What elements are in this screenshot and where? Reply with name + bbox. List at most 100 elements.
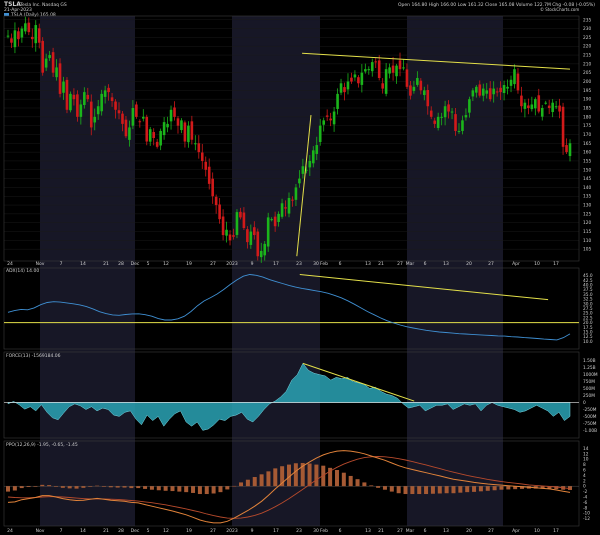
ppo-histogram-bar <box>252 477 257 487</box>
x-tick-label: 9 <box>251 528 254 534</box>
ppo-histogram-bar <box>259 474 264 487</box>
panel-frames <box>3 15 580 527</box>
candle-body <box>273 216 277 227</box>
candle-body <box>534 99 537 109</box>
price-y-tick: 210 <box>583 61 591 67</box>
candle-body <box>502 85 506 94</box>
x-tick-label: 21 <box>378 528 384 534</box>
ppo-histogram-bar <box>307 463 312 487</box>
candle-body <box>374 61 378 63</box>
ppo-histogram-bar <box>417 486 422 495</box>
x-tick-label: 27 <box>210 261 216 267</box>
month-band <box>232 16 320 526</box>
ppo-y-tick: -2 <box>583 489 588 495</box>
candle-body <box>506 86 509 89</box>
candle-body <box>17 31 20 40</box>
x-tick-label: 17 <box>273 528 279 534</box>
candle-body <box>128 127 131 140</box>
candle-body <box>58 63 62 94</box>
ppo-histogram-bar <box>170 486 175 492</box>
ppo-histogram-bar <box>26 486 31 488</box>
price-y-tick: 180 <box>583 114 591 120</box>
x-tick-label: 10 <box>534 261 540 267</box>
ppo-histogram-bar <box>122 486 127 488</box>
price-y-tick: 155 <box>583 158 591 164</box>
ppo-histogram-bar <box>403 486 408 495</box>
ppo-histogram-bar <box>19 486 24 489</box>
ppo-histogram-bar <box>328 467 333 487</box>
candle-body <box>530 104 534 110</box>
ppo-histogram-bar <box>129 486 134 489</box>
force-y-tick: 1000M <box>583 372 598 378</box>
force-trendline <box>302 362 415 402</box>
candle-body <box>207 166 211 184</box>
price-y-tick: 120 <box>583 220 591 226</box>
x-tick-label: 13 <box>443 528 449 534</box>
candle-body <box>346 81 350 90</box>
x-tick-label: 12 <box>163 261 169 267</box>
x-tick-label: 5 <box>147 261 150 267</box>
adx-label: ADX(14) 14.00 <box>6 268 39 274</box>
candle-body <box>419 80 423 91</box>
x-tick-label: 6 <box>424 261 427 267</box>
candle-body <box>107 87 110 93</box>
candle-body <box>93 116 97 123</box>
candle-body <box>239 211 242 218</box>
candle-body <box>89 101 93 128</box>
candle-body <box>329 118 332 121</box>
adx-y-tick: 12.5 <box>583 334 593 340</box>
x-tick-label: 14 <box>80 261 86 267</box>
candle-body <box>370 62 374 72</box>
ppo-histogram-bar <box>6 486 10 492</box>
ppo-histogram-bar <box>156 486 161 491</box>
candle-body <box>218 204 221 220</box>
force-index-panel: 1.50B1.25B1000M750M500M250M0-250M-500M-7… <box>4 358 598 434</box>
adx-y-tick: 35.0 <box>583 292 593 298</box>
price-y-tick: 175 <box>583 123 591 129</box>
ppo-histogram-bar <box>266 471 271 487</box>
candle-body <box>51 52 55 73</box>
candle-body <box>256 231 260 257</box>
candle-body <box>246 229 249 243</box>
x-tick-label: Dec <box>131 528 140 534</box>
price-y-tick: 225 <box>583 35 591 41</box>
ppo-y-tick: -10 <box>583 511 590 517</box>
ppo-histogram-bar <box>424 486 429 495</box>
force-y-tick: 1.50B <box>583 358 596 364</box>
candle-body <box>298 178 301 184</box>
series-legend-swatch <box>4 13 9 16</box>
price-candles <box>6 16 572 263</box>
candle-body <box>332 111 336 125</box>
x-tick-label: 12 <box>163 528 169 534</box>
candle-body <box>211 178 214 197</box>
candle-body <box>554 106 558 108</box>
candle-body <box>568 143 572 157</box>
top-x-axis: 24 Nov 7 14 21 28 Dec 5 12 19 27 2023 9 17 23 30 Feb 6 13 2… <box>7 261 559 267</box>
x-tick-label: 9 <box>251 261 254 267</box>
candle-body <box>197 143 201 153</box>
candle-body <box>426 90 430 107</box>
candle-body <box>353 74 357 78</box>
gridlines <box>4 19 579 250</box>
candle-body <box>322 120 325 125</box>
force-y-tick: 750M <box>583 379 595 385</box>
x-tick-label: 17 <box>553 261 559 267</box>
candle-body <box>76 94 79 117</box>
ppo-histogram-bar <box>376 486 381 488</box>
candle-body <box>194 143 197 145</box>
ppo-histogram-bar <box>47 485 52 487</box>
ppo-histogram-bar <box>362 482 367 487</box>
x-tick-label: Mar <box>406 261 415 267</box>
force-y-tick: 1.25B <box>583 365 596 371</box>
ticker-symbol: TSLA <box>4 1 21 8</box>
price-y-tick: 160 <box>583 150 591 156</box>
candle-body <box>232 235 235 237</box>
ppo-histogram-bar <box>355 479 360 487</box>
candle-body <box>24 23 27 32</box>
x-tick-label: 27 <box>488 528 494 534</box>
candle-body <box>20 28 24 38</box>
ppo-histogram-bar <box>492 486 497 491</box>
ppo-histogram-bar <box>163 486 168 491</box>
candle-body <box>280 203 284 217</box>
ppo-histogram-bar <box>225 486 230 490</box>
